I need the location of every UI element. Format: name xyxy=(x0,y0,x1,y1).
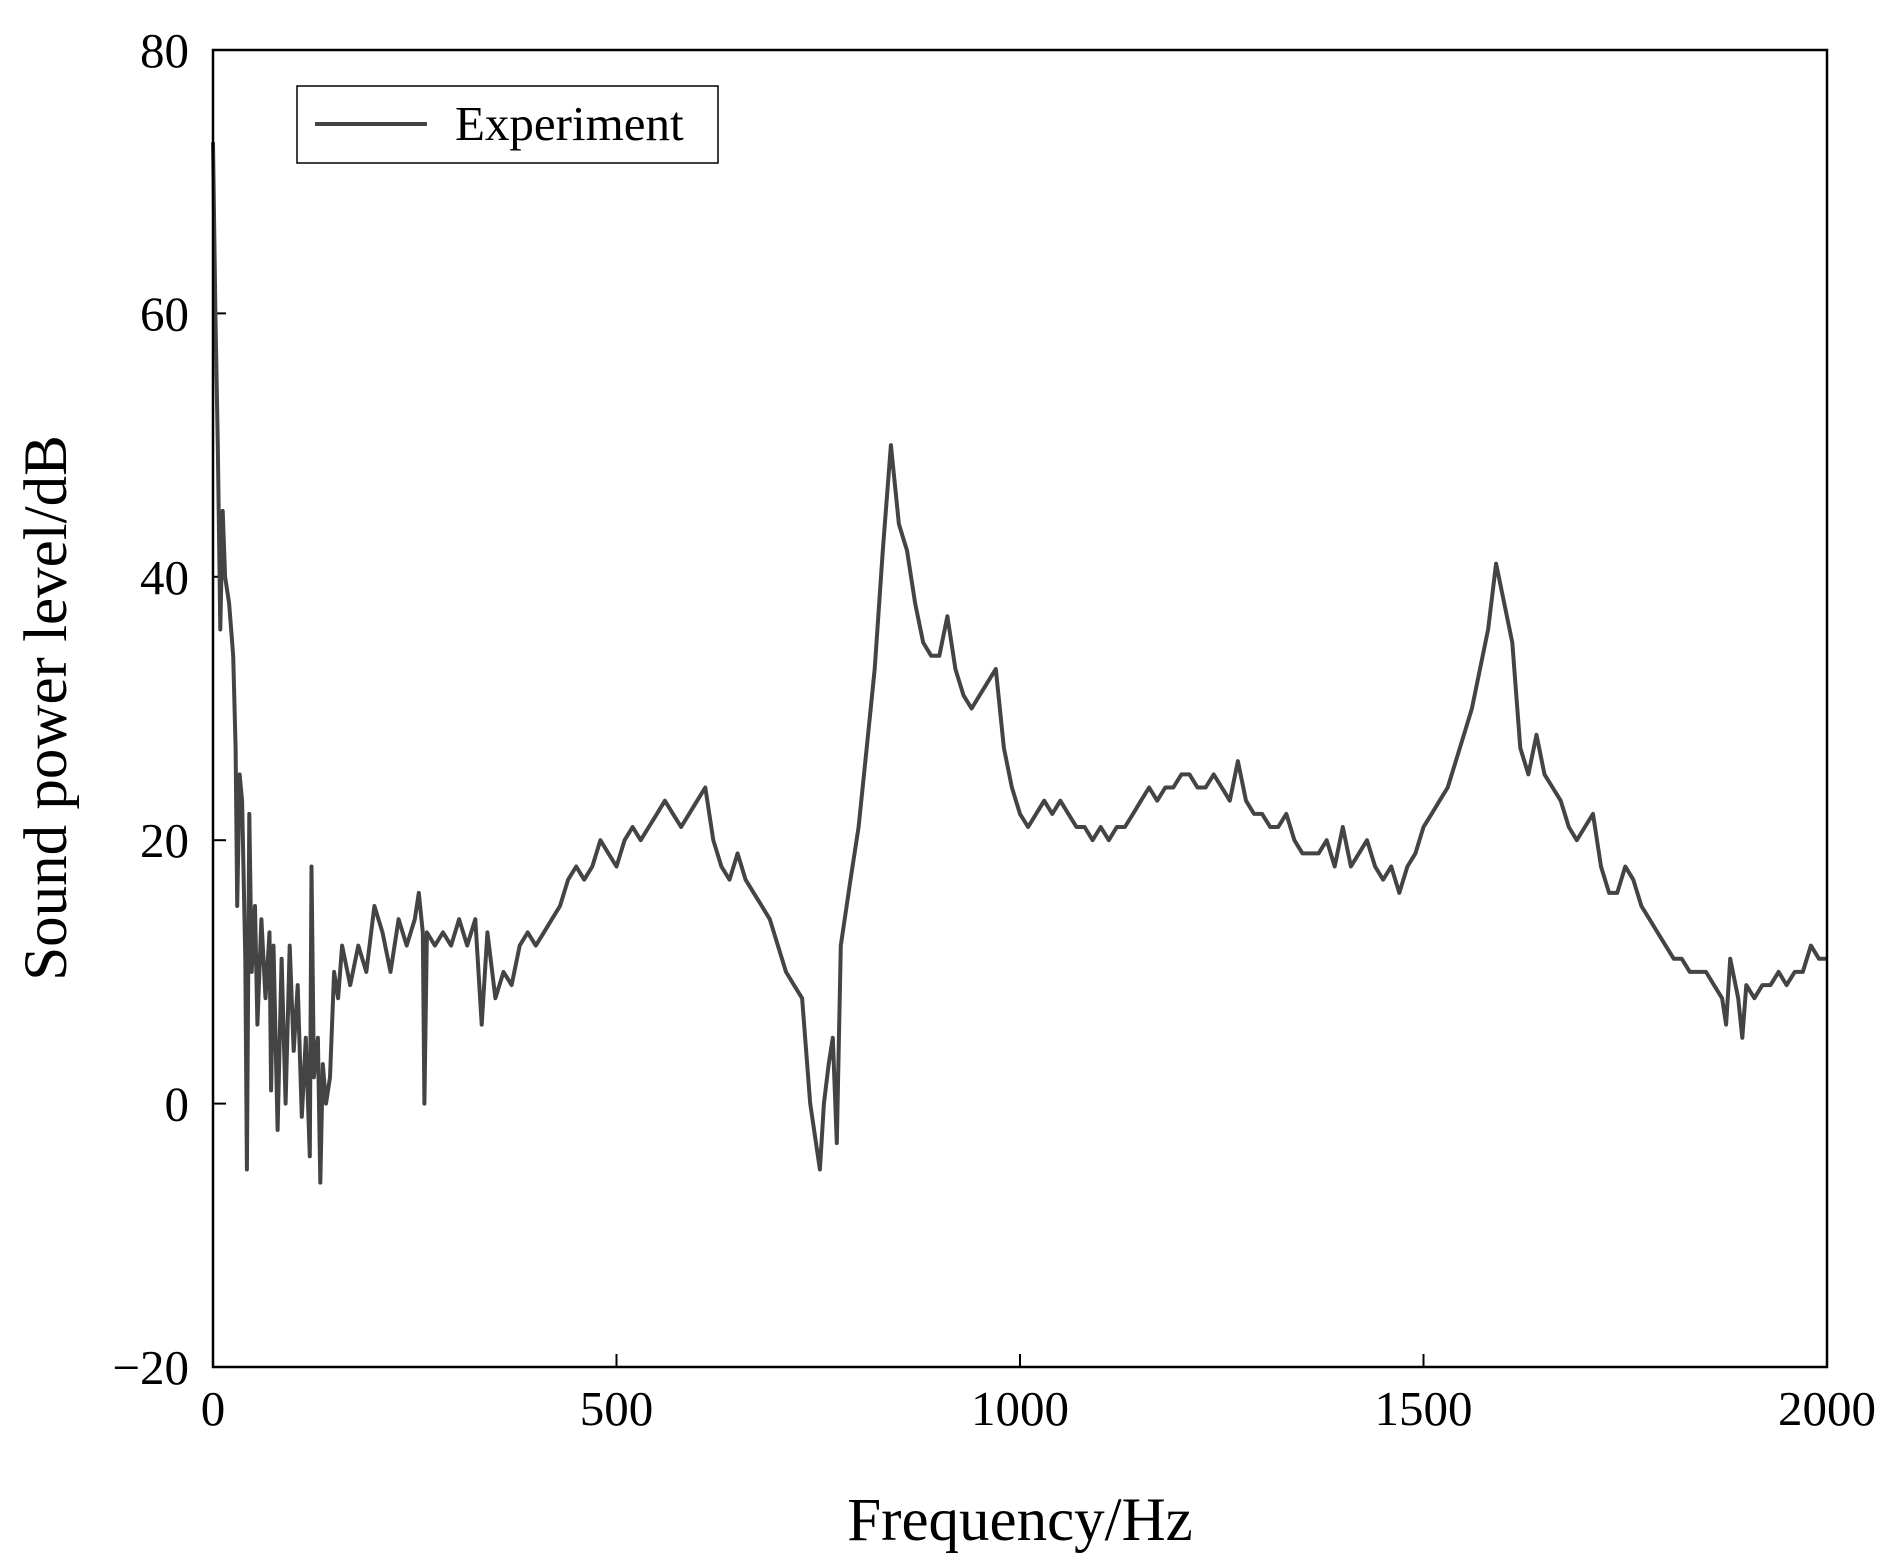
x-tick-label: 2000 xyxy=(1778,1381,1876,1436)
x-tick-label: 1000 xyxy=(971,1381,1069,1436)
data-line xyxy=(211,142,1827,1185)
y-tick-label: 40 xyxy=(140,550,189,605)
y-tick-label: 0 xyxy=(165,1077,190,1132)
x-tick-label: 500 xyxy=(580,1381,654,1436)
y-tick-label: 20 xyxy=(140,813,189,868)
y-tick-label: −20 xyxy=(112,1340,189,1395)
x-tick-label: 1500 xyxy=(1375,1381,1473,1436)
x-axis-title: Frequency/Hz xyxy=(847,1487,1193,1554)
y-axis-title: Sound power level/dB xyxy=(13,435,80,981)
legend-label: Experiment xyxy=(455,96,684,151)
x-tick-label: 0 xyxy=(201,1381,226,1436)
y-tick-label: 80 xyxy=(140,23,189,78)
plot-frame xyxy=(211,48,1829,1369)
y-tick-label: 60 xyxy=(140,286,189,341)
